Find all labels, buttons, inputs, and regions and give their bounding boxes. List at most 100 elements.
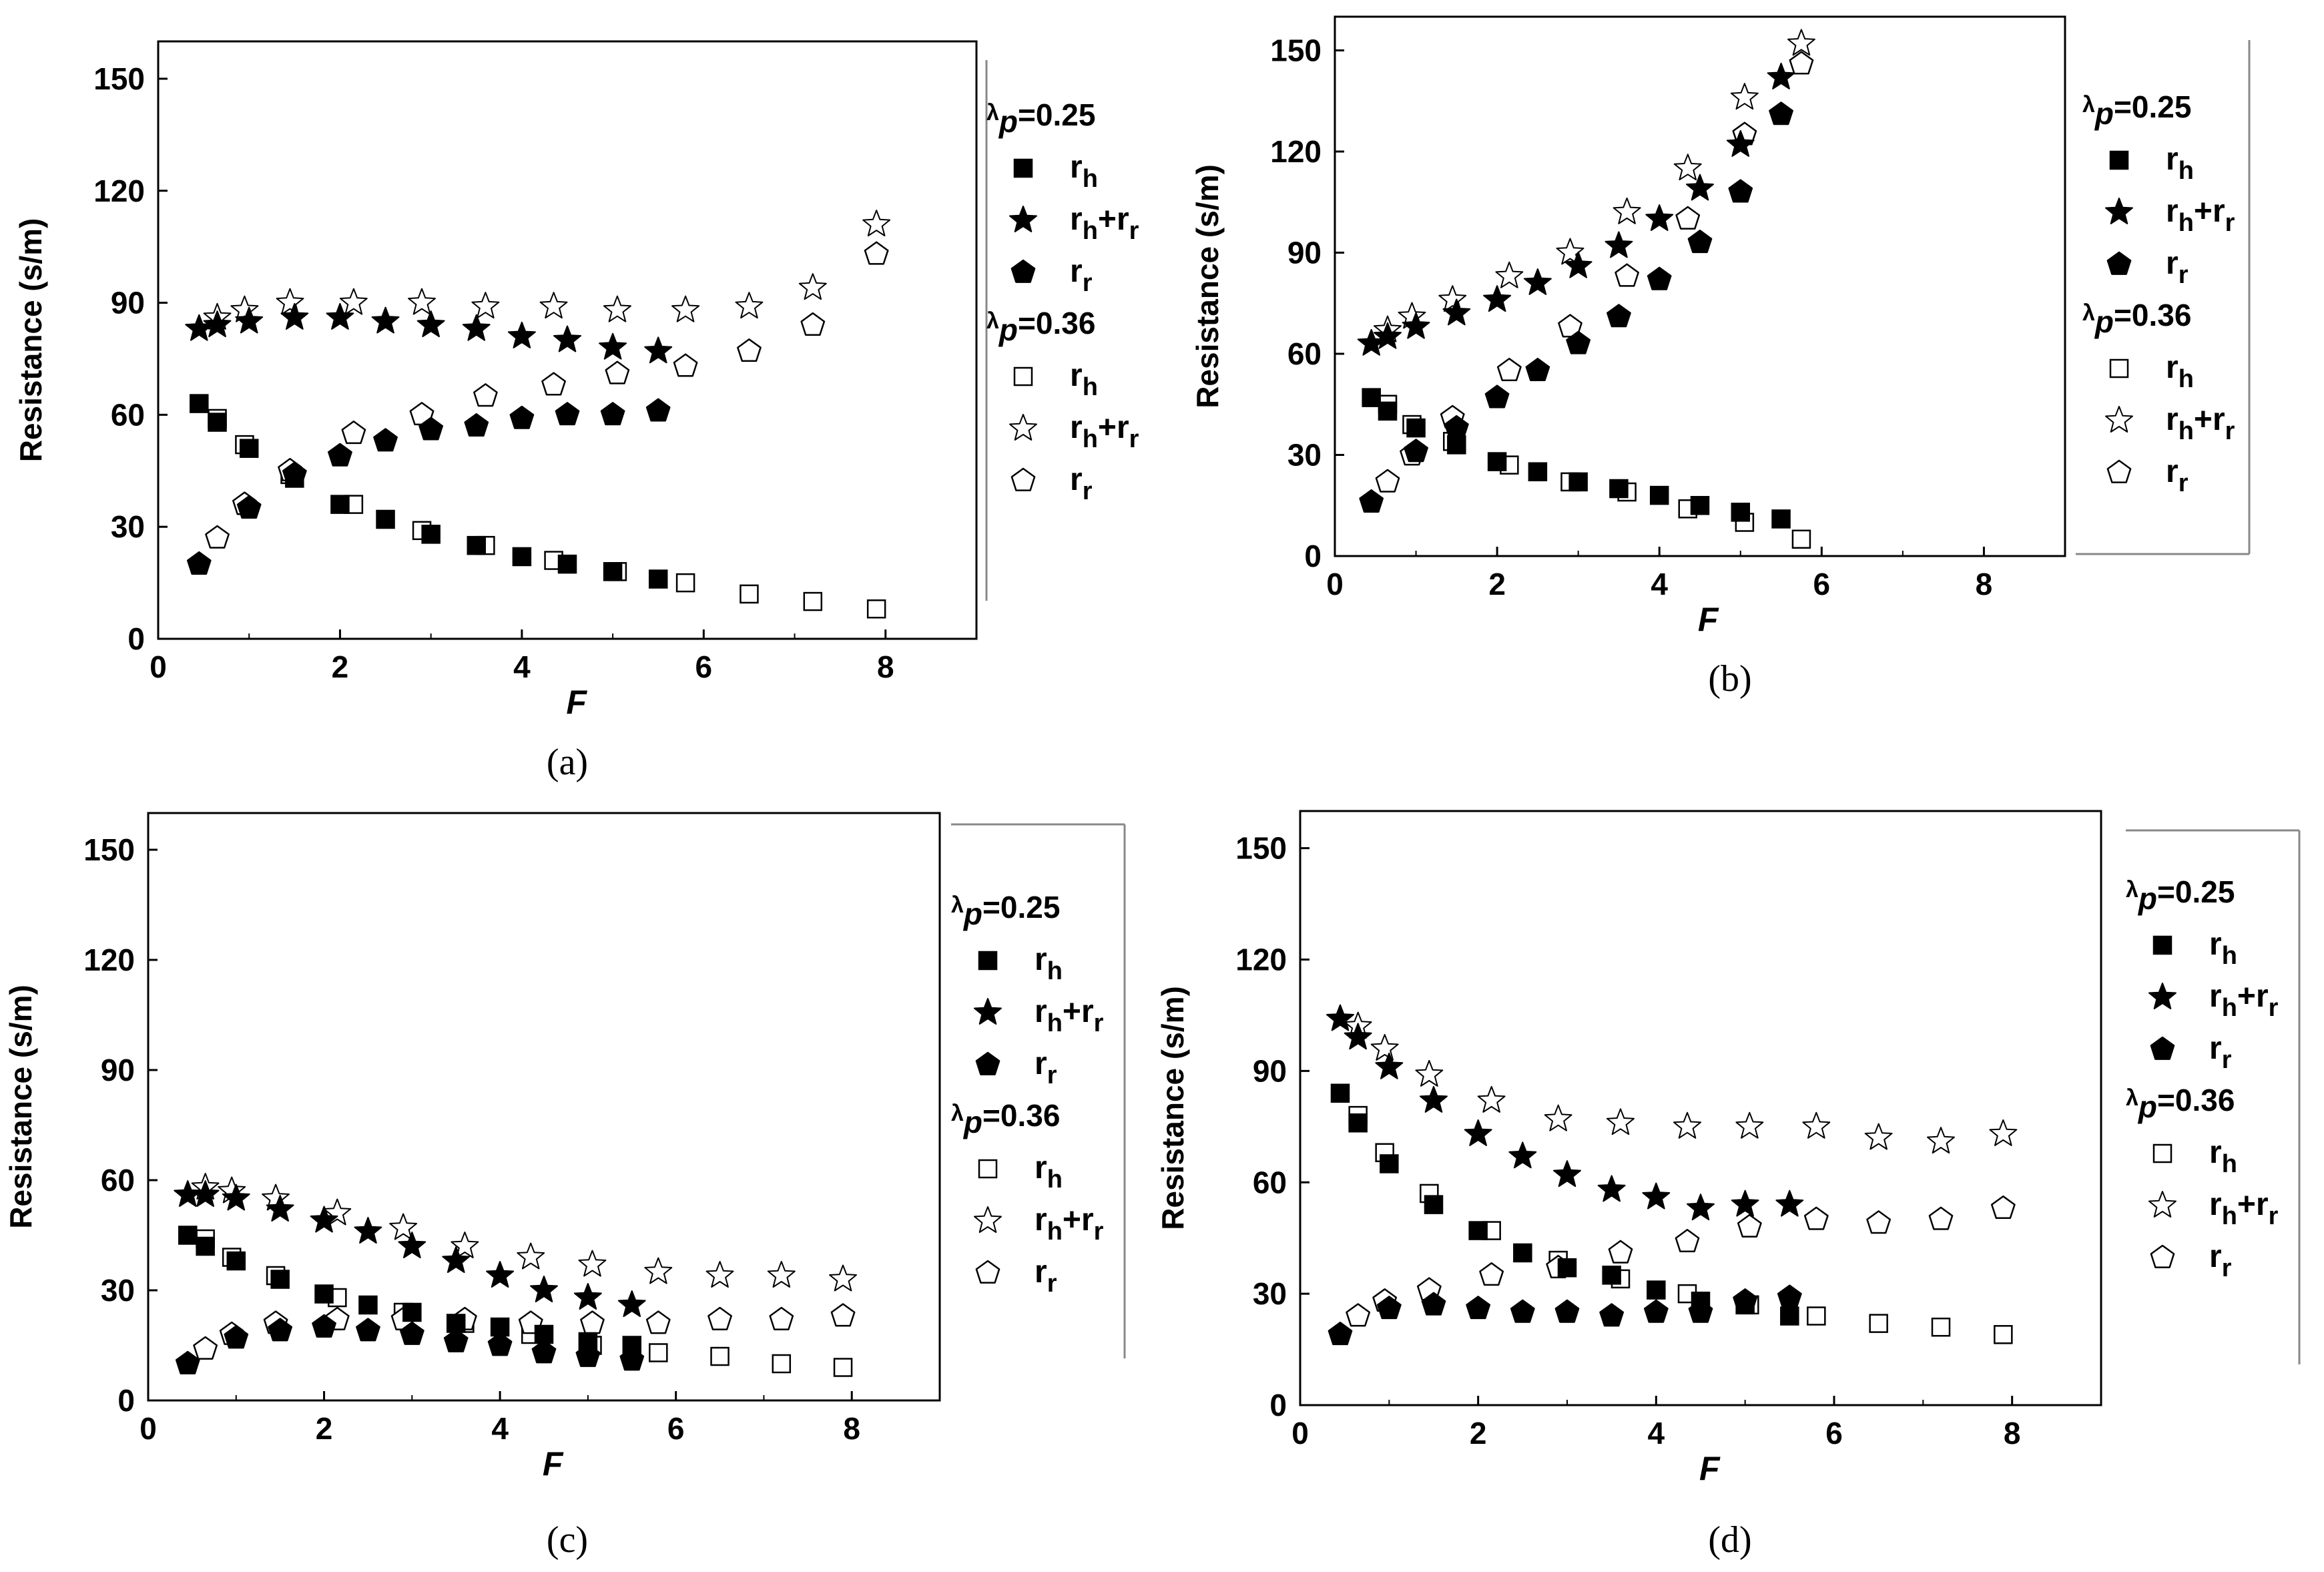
data-point [226, 1251, 246, 1271]
chart-panel-d: 0 2 4 6 8 0 30 60 90 120 150 Resistance (s/m) Fλp=0.… [1155, 810, 2301, 1561]
data-point [862, 210, 891, 237]
data-point [356, 1318, 380, 1342]
y-tick-label: 60 [101, 1163, 135, 1198]
data-point [603, 562, 623, 581]
data-point [1328, 1322, 1353, 1346]
y-tick-label: 30 [1253, 1276, 1287, 1311]
data-point [486, 1261, 515, 1288]
series-closed-star [1357, 62, 1795, 356]
data-point [1378, 401, 1398, 421]
data-point [276, 288, 304, 315]
data-point [1728, 179, 1753, 203]
legend-group-title: λp=0.25 [2126, 874, 2235, 916]
legend-marker [2106, 459, 2132, 483]
legend-marker [2148, 1191, 2176, 1218]
data-point [1994, 1325, 2013, 1344]
data-point [1444, 415, 1469, 439]
x-tick-label: 6 [1813, 567, 1831, 601]
y-tick-label: 120 [1235, 943, 1287, 977]
legend-label: rr [1035, 1254, 1057, 1298]
series-open-pentagon [193, 1303, 856, 1360]
data-point [575, 1343, 601, 1367]
data-point [1557, 1258, 1577, 1278]
x-axis-title: F [543, 1445, 564, 1483]
data-point [673, 353, 698, 377]
data-point [1803, 1206, 1829, 1230]
data-point [339, 288, 368, 315]
data-point [1673, 1111, 1701, 1139]
data-point [1402, 312, 1430, 339]
data-point [1602, 1266, 1621, 1285]
data-point [371, 306, 400, 334]
data-point [1769, 101, 1793, 125]
data-point [737, 338, 762, 362]
data-point [1415, 1059, 1444, 1087]
legend-marker [1013, 158, 1033, 178]
legend-marker [2109, 150, 2129, 170]
series-closed-star [174, 1180, 646, 1317]
data-point [1864, 1123, 1893, 1150]
data-point [1468, 1221, 1488, 1240]
data-point [1726, 129, 1755, 157]
legend-group-title: λp=0.25 [986, 97, 1095, 139]
legend-label: rr [1070, 254, 1093, 297]
data-point [471, 292, 500, 319]
series-closed-star [1326, 1004, 1804, 1221]
data-point [399, 1321, 424, 1345]
x-tick-label: 4 [491, 1411, 509, 1446]
y-tick-label: 0 [127, 621, 145, 656]
data-point [208, 413, 227, 432]
data-point [671, 295, 700, 322]
legend-marker [1013, 366, 1033, 386]
legend-group-title: λp=0.25 [951, 890, 1060, 931]
x-tick-label: 0 [139, 1411, 157, 1446]
legend: λp=0.25 rh rh+rr rr λp=0.36 rh rh+rr rr [2082, 89, 2235, 497]
legend-label: rh+rr [2209, 1187, 2279, 1230]
y-tick-label: 90 [1287, 236, 1322, 270]
series-closed-pentagon [1359, 101, 1793, 513]
data-point [421, 525, 441, 544]
data-point [1687, 230, 1713, 254]
y-tick-label: 150 [1270, 33, 1322, 68]
x-tick-label: 0 [1326, 567, 1344, 601]
legend-marker [975, 1051, 1000, 1075]
data-point [239, 439, 259, 458]
x-tick-label: 4 [1648, 1416, 1665, 1451]
data-point [1380, 1154, 1399, 1173]
series-open-star [1344, 1011, 2018, 1154]
data-point [1525, 358, 1550, 382]
data-point [1990, 1195, 2016, 1219]
data-point [358, 1295, 378, 1315]
data-point [644, 336, 673, 364]
legend-marker [1010, 259, 1036, 283]
data-point [829, 1264, 857, 1292]
y-tick-label: 120 [83, 943, 135, 977]
legend-group-title: λp=0.36 [2082, 298, 2191, 339]
data-point [1649, 485, 1669, 505]
y-axis-title: Resistance (s/m) [3, 985, 38, 1229]
data-point [1807, 1306, 1826, 1326]
data-point [1687, 1194, 1715, 1221]
data-point [1496, 358, 1522, 382]
chart-panel-c: 0 2 4 6 8 0 30 60 90 120 150 Resistance (s/m) Fλp=0.… [3, 812, 1126, 1561]
y-tick-label: 90 [1253, 1053, 1287, 1088]
data-point [675, 573, 695, 593]
y-tick-label: 60 [1253, 1165, 1287, 1200]
data-point [190, 394, 209, 413]
data-point [541, 372, 566, 396]
data-point [408, 288, 436, 315]
x-tick-label: 2 [1488, 567, 1506, 601]
data-point [467, 535, 487, 555]
data-point [767, 1261, 796, 1288]
data-point [1484, 384, 1510, 409]
plot-frame [1334, 15, 2066, 557]
data-point [740, 584, 759, 604]
data-point [1771, 509, 1791, 529]
data-point [1404, 439, 1428, 463]
series-open-star [1374, 29, 1815, 342]
legend-marker [2105, 406, 2133, 433]
x-axis-title: F [1699, 1450, 1721, 1487]
x-axis-title: F [566, 684, 587, 721]
y-tick-label: 120 [93, 174, 145, 208]
data-point [798, 273, 827, 300]
